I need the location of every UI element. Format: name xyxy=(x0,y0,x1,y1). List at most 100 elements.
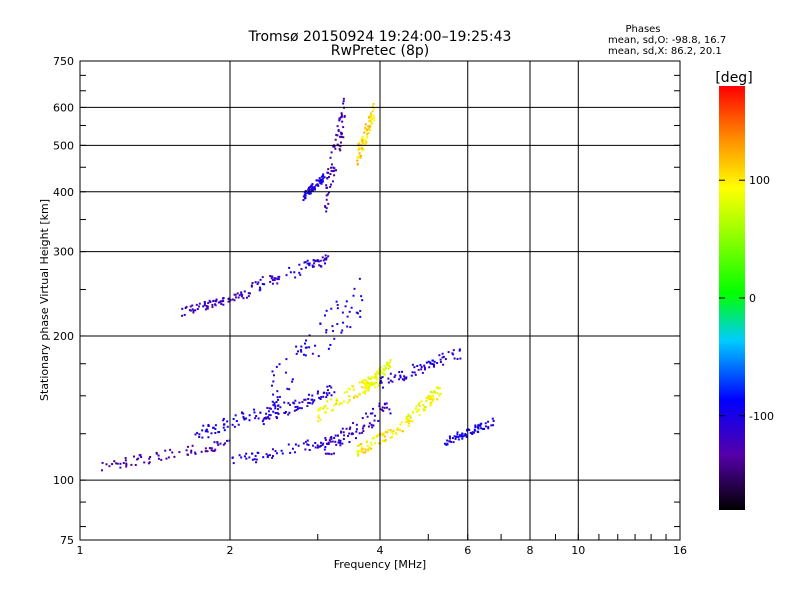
data-point xyxy=(406,420,409,423)
data-point xyxy=(313,187,316,190)
data-point xyxy=(398,370,401,373)
data-point xyxy=(198,433,201,436)
y-tick-label: 400 xyxy=(53,186,74,199)
data-point xyxy=(198,435,201,438)
data-point xyxy=(277,404,280,407)
data-point xyxy=(314,188,317,191)
data-point xyxy=(365,440,368,443)
data-point xyxy=(189,309,192,312)
data-point xyxy=(318,396,321,399)
data-point xyxy=(418,401,421,404)
data-point xyxy=(248,292,251,295)
data-point xyxy=(312,400,315,403)
data-point xyxy=(359,156,362,159)
data-point xyxy=(369,447,372,450)
data-point xyxy=(392,429,395,432)
data-point xyxy=(385,402,388,405)
data-point xyxy=(304,196,307,199)
data-point xyxy=(155,451,158,454)
data-point xyxy=(299,273,302,276)
data-point xyxy=(223,423,226,426)
data-point xyxy=(240,456,243,459)
data-point xyxy=(329,185,332,188)
data-point xyxy=(160,458,163,461)
data-point xyxy=(307,189,310,192)
data-point xyxy=(348,399,351,402)
data-point xyxy=(373,116,376,119)
data-point xyxy=(194,451,197,454)
data-point xyxy=(379,375,382,378)
data-point xyxy=(339,439,342,442)
data-point xyxy=(347,434,350,437)
data-point xyxy=(308,346,311,349)
data-point xyxy=(366,128,369,131)
data-point xyxy=(308,186,311,189)
data-point xyxy=(424,368,427,371)
data-point xyxy=(348,395,351,398)
data-point xyxy=(324,410,327,413)
data-point xyxy=(423,366,426,369)
data-point xyxy=(293,271,296,274)
data-point xyxy=(306,191,309,194)
data-point xyxy=(317,260,320,263)
data-point xyxy=(289,451,292,454)
data-point xyxy=(371,412,374,415)
data-point xyxy=(355,423,358,426)
data-point xyxy=(204,430,207,433)
data-point xyxy=(346,315,349,318)
data-point xyxy=(317,420,320,423)
data-point xyxy=(327,191,330,194)
data-point xyxy=(329,436,332,439)
data-point xyxy=(271,455,274,458)
data-point xyxy=(310,188,313,191)
data-point xyxy=(359,309,362,312)
data-point xyxy=(291,378,294,381)
data-point xyxy=(358,155,361,158)
data-point xyxy=(342,97,345,100)
data-point xyxy=(231,456,234,459)
data-point xyxy=(385,361,388,364)
data-point xyxy=(124,459,127,462)
data-point xyxy=(389,412,392,415)
data-point xyxy=(341,120,344,123)
data-point xyxy=(361,149,364,152)
data-point xyxy=(414,407,417,410)
data-point xyxy=(285,358,288,361)
data-point xyxy=(169,448,172,451)
data-point xyxy=(338,440,341,443)
data-point xyxy=(241,295,244,298)
data-point xyxy=(297,350,300,353)
data-point xyxy=(372,407,375,410)
data-point xyxy=(302,195,305,198)
data-point xyxy=(458,349,461,352)
data-point xyxy=(273,279,276,282)
data-point xyxy=(255,458,258,461)
data-point xyxy=(389,361,392,364)
data-point xyxy=(301,401,304,404)
data-point xyxy=(210,447,213,450)
data-point xyxy=(487,420,490,423)
data-point xyxy=(433,390,436,393)
data-point xyxy=(361,379,364,382)
data-point xyxy=(361,447,364,450)
x-tick-label: 1 xyxy=(77,544,84,557)
data-point xyxy=(330,307,333,310)
data-point xyxy=(286,387,289,390)
data-point xyxy=(330,394,333,397)
data-point xyxy=(456,358,459,361)
data-point xyxy=(361,427,364,430)
data-point xyxy=(267,416,270,419)
data-point xyxy=(335,133,338,136)
data-point xyxy=(245,457,248,460)
data-point xyxy=(389,428,392,431)
data-point xyxy=(325,396,328,399)
data-point xyxy=(387,428,390,431)
data-point xyxy=(442,355,445,358)
data-point xyxy=(356,444,359,447)
data-point xyxy=(411,363,414,366)
data-point xyxy=(368,120,371,123)
data-point xyxy=(122,462,125,465)
data-point xyxy=(372,102,375,105)
data-point xyxy=(263,283,266,286)
data-point xyxy=(432,363,435,366)
